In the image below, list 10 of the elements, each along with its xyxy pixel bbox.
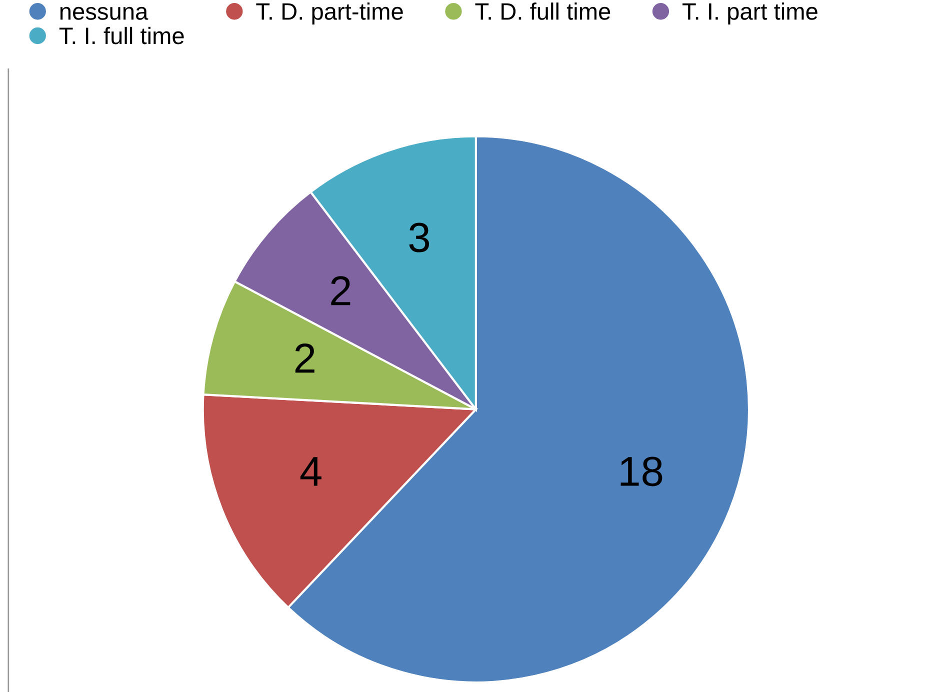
- legend-label: T. D. part-time: [256, 2, 403, 25]
- data-label: 2: [331, 276, 350, 306]
- data-label: 18: [620, 456, 662, 486]
- legend-label: T. I. part time: [682, 2, 818, 25]
- data-label: 2: [295, 344, 314, 373]
- data-label: 4: [300, 457, 322, 486]
- legend-label: nessuna: [60, 6, 148, 20]
- legend-label: T. I. full time: [59, 26, 184, 44]
- legend-label: T. D. full time: [475, 2, 610, 20]
- data-label: 3: [409, 222, 429, 252]
